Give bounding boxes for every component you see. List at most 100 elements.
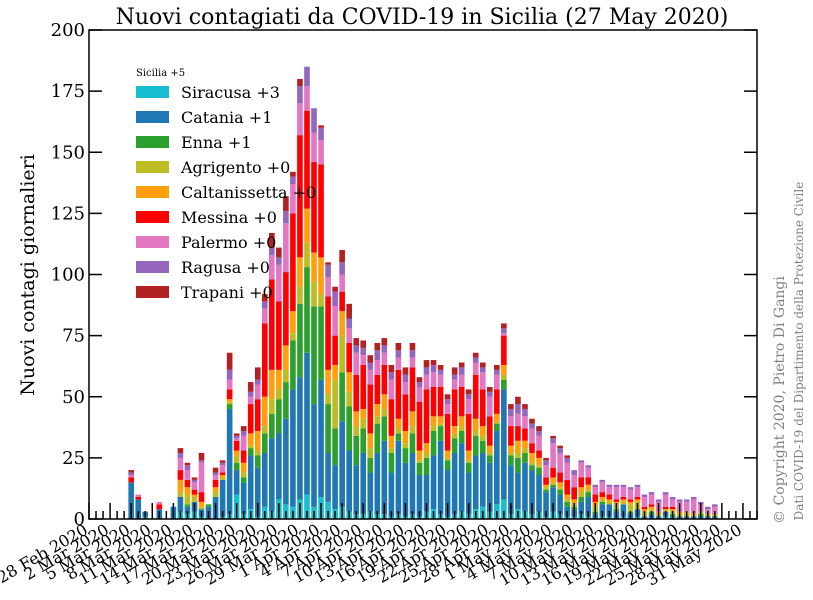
bar-segment (367, 457, 374, 473)
bar-segment (325, 296, 331, 370)
bar-segment (290, 311, 296, 334)
bar-segment (430, 386, 437, 417)
bar-segment (325, 394, 331, 405)
bar-segment (332, 428, 338, 466)
bar-segment (522, 452, 528, 463)
bar-segment (430, 416, 437, 427)
bar-segment (515, 413, 521, 427)
bar-segment (346, 391, 352, 407)
bar-segment (240, 435, 247, 451)
bar-segment (297, 377, 303, 500)
bar-segment (472, 362, 479, 375)
bar-segment (472, 435, 479, 456)
bar-segment (409, 452, 416, 515)
bar-segment (437, 423, 444, 427)
bar-segment (226, 399, 233, 402)
bar-segment (198, 506, 205, 510)
bar-segment (465, 460, 472, 463)
bar-segment (304, 208, 310, 243)
bar-segment (606, 484, 613, 488)
bar-segment (311, 306, 317, 405)
bar-segment (479, 389, 486, 427)
bar-segment (501, 364, 507, 375)
bar-segment (416, 460, 423, 463)
bar-segment (388, 448, 395, 453)
bar-segment (339, 311, 345, 336)
bar-segment (402, 382, 409, 395)
bar-segment (451, 379, 458, 390)
bar-segment (599, 501, 606, 505)
bar-segment (409, 357, 416, 368)
bar-segment (374, 416, 381, 424)
bar-segment (395, 342, 402, 351)
bar-segment (690, 497, 697, 500)
bar-segment (374, 374, 381, 405)
bar-segment (254, 379, 261, 385)
bar-segment (269, 399, 275, 414)
bar-segment (655, 499, 662, 502)
bar-segment (662, 509, 669, 512)
bar-segment (381, 394, 388, 409)
bar-segment (416, 474, 423, 517)
bar-segment (254, 450, 261, 456)
bar-segment (219, 479, 226, 517)
bar-segment (423, 457, 430, 475)
bar-segment (212, 492, 219, 497)
bar-segment (444, 404, 451, 414)
bar-segment (205, 504, 212, 507)
bar-segment (557, 448, 563, 453)
bar-segment (578, 501, 585, 515)
bar-segment (226, 389, 233, 400)
bar-segment (304, 86, 310, 111)
bar-segment (325, 262, 331, 265)
bar-segment (184, 470, 191, 480)
bar-segment (458, 416, 465, 427)
bar-segment (444, 413, 451, 451)
bar-segment (297, 103, 303, 136)
bar-segment (254, 455, 261, 468)
bar-segment (219, 472, 226, 475)
bar-segment (669, 506, 676, 510)
bar-segment (240, 430, 247, 436)
bar-segment (515, 472, 521, 510)
bar-segment (416, 386, 423, 402)
bar-segment (353, 338, 360, 346)
bar-segment (578, 492, 585, 497)
bar-segment (472, 418, 479, 431)
bar-segment (529, 470, 535, 515)
bar-segment (261, 308, 268, 324)
bar-segment (578, 462, 585, 478)
bar-segment (311, 252, 317, 282)
bar-segment (585, 465, 592, 468)
bar-segment (465, 413, 472, 451)
bar-segment (276, 257, 282, 265)
bar-segment (332, 335, 338, 365)
bar-segment (156, 504, 163, 510)
bar-segment (247, 382, 254, 392)
bar-segment (599, 482, 606, 493)
bar-segment (437, 426, 444, 441)
bar-segment (571, 487, 577, 500)
bar-segment (219, 462, 226, 466)
bar-segment (353, 352, 360, 375)
bar-segment (219, 477, 226, 480)
bar-segment (627, 487, 634, 490)
bar-segment (501, 499, 507, 519)
bar-segment (550, 484, 556, 488)
bar-segment (522, 462, 528, 512)
bar-segment (304, 110, 310, 209)
bar-segment (444, 457, 451, 461)
bar-segment (283, 272, 289, 346)
bar-segment (219, 460, 226, 463)
bar-segment (585, 489, 592, 493)
bar-segment (543, 477, 549, 485)
bar-segment (613, 499, 620, 502)
bar-segment (247, 433, 254, 446)
bar-segment (247, 396, 254, 405)
bar-segment (472, 352, 479, 358)
bar-segment (276, 399, 282, 434)
bar-segment (402, 443, 409, 449)
bar-segment (648, 492, 655, 495)
bar-segment (233, 462, 240, 471)
bar-segment (627, 489, 634, 500)
